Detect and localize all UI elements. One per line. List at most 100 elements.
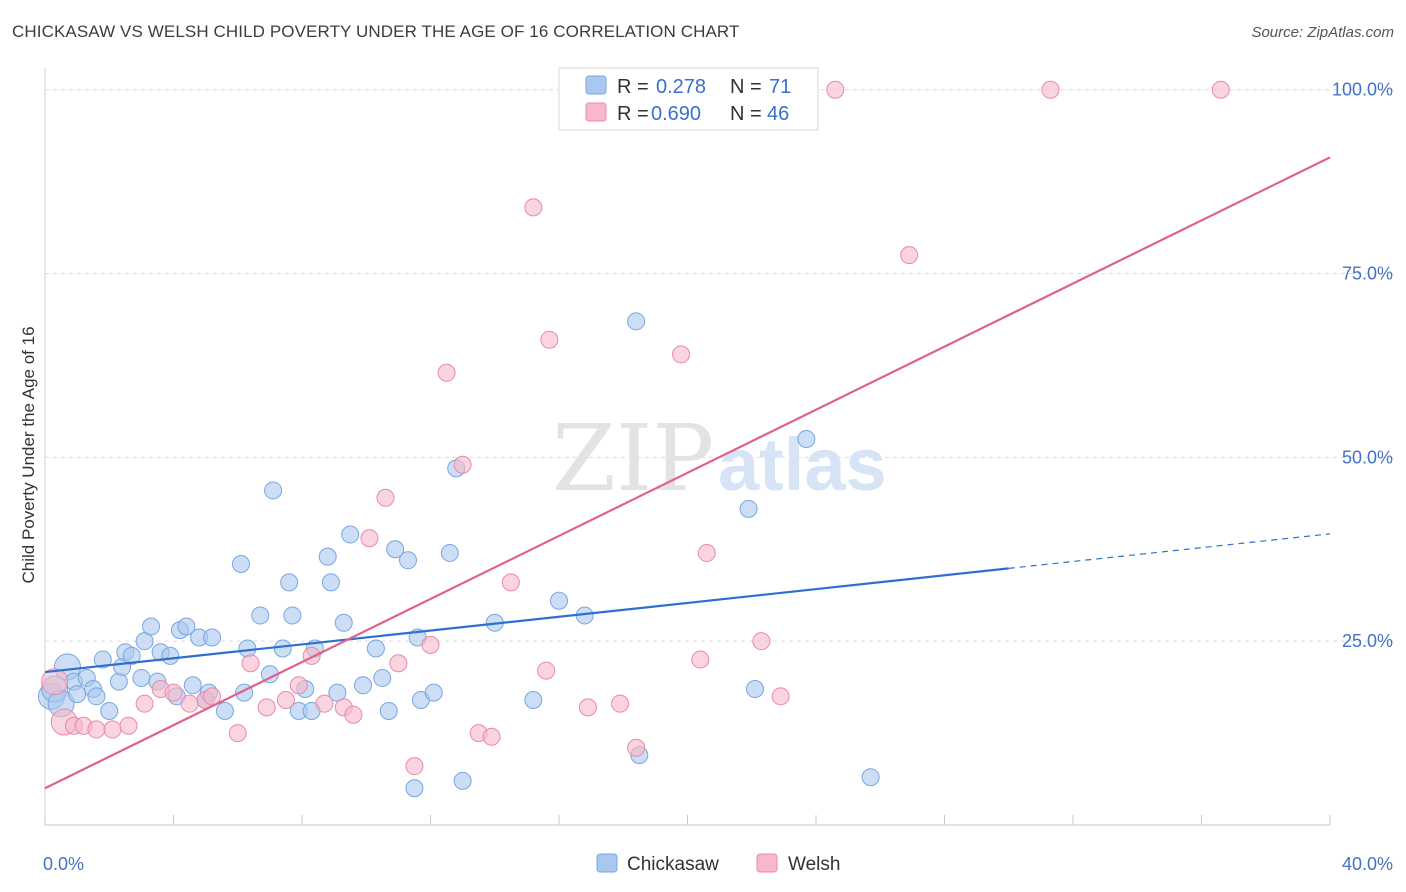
chickasaw-point-24 xyxy=(183,676,202,695)
chickasaw-point-51 xyxy=(379,702,398,721)
welsh-point-42 xyxy=(771,687,790,706)
chickasaw-point-20 xyxy=(161,646,180,665)
chickasaw-point-67 xyxy=(745,679,764,698)
welsh-point-22 xyxy=(360,529,379,548)
chickasaw-point-29 xyxy=(215,702,234,721)
welsh-point-27 xyxy=(437,363,456,382)
legend-swatch-chickasaw xyxy=(585,75,607,95)
chickasaw-point-11 xyxy=(109,672,128,691)
welsh-point-34 xyxy=(540,330,559,349)
welsh-point-24 xyxy=(389,654,408,673)
welsh-point-19 xyxy=(315,694,334,713)
welsh-point-18 xyxy=(302,646,321,665)
legend-n-value-chickasaw: 71 xyxy=(769,76,791,98)
welsh-point-7 xyxy=(135,694,154,713)
welsh-point-23 xyxy=(376,488,395,507)
trend-lines xyxy=(44,156,1331,790)
y-axis-label: Child Poverty Under the Age of 16 xyxy=(19,326,38,583)
welsh-point-28 xyxy=(453,455,472,474)
welsh-point-9 xyxy=(164,683,183,702)
chickasaw-point-17 xyxy=(142,617,161,636)
chickasaw-point-64 xyxy=(627,312,646,331)
welsh-point-0 xyxy=(41,668,69,696)
bottom-legend-swatch-chickasaw xyxy=(596,853,618,873)
welsh-point-12 xyxy=(203,687,222,706)
chickasaw-point-30 xyxy=(231,554,250,573)
chickasaw-point-61 xyxy=(524,691,543,709)
chickasaw-point-68 xyxy=(797,429,816,448)
y-tick-label-1: 50.0% xyxy=(1342,447,1393,467)
chickasaw-point-46 xyxy=(334,613,353,632)
welsh-point-46 xyxy=(1211,80,1230,99)
welsh-point-17 xyxy=(289,676,308,695)
legend-n-label-chickasaw: N = xyxy=(730,76,762,98)
chickasaw-point-47 xyxy=(341,525,360,544)
welsh-point-36 xyxy=(611,694,630,713)
y-tick-labels: 25.0% 50.0% 75.0% 100.0% xyxy=(1332,80,1393,651)
chickasaw-trend-extension xyxy=(1008,533,1331,569)
bottom-legend: Chickasaw Welsh xyxy=(596,853,840,875)
chickasaw-point-53 xyxy=(399,551,418,570)
chickasaw-point-62 xyxy=(550,591,568,610)
welsh-point-14 xyxy=(241,654,260,673)
chickasaw-point-15 xyxy=(132,668,151,687)
chickasaw-point-9 xyxy=(93,650,112,669)
y-tick-label-2: 75.0% xyxy=(1342,264,1393,284)
chickasaw-point-37 xyxy=(280,573,299,592)
welsh-point-39 xyxy=(691,650,710,669)
welsh-point-15 xyxy=(257,698,276,717)
chart-title: CHICKASAW VS WELSH CHILD POVERTY UNDER T… xyxy=(12,22,740,41)
welsh-trend-line xyxy=(44,156,1331,790)
x-tick-label-1: 40.0% xyxy=(1342,854,1393,874)
welsh-point-30 xyxy=(482,727,501,746)
welsh-point-26 xyxy=(421,635,440,654)
y-tick-label-3: 100.0% xyxy=(1332,80,1393,100)
legend: R = 0.278 N = 71 R = 0.690 N = 46 xyxy=(558,67,819,131)
chickasaw-point-69 xyxy=(861,768,880,787)
x-tick-labels: 0.0% 40.0% xyxy=(43,854,1393,874)
chickasaw-point-32 xyxy=(238,639,257,658)
bottom-legend-label-chickasaw: Chickasaw xyxy=(627,854,719,875)
chickasaw-point-66 xyxy=(739,499,758,518)
legend-n-label-welsh: N = xyxy=(730,103,762,125)
chickasaw-point-48 xyxy=(354,676,373,695)
chickasaw-point-28 xyxy=(203,628,222,647)
chickasaw-point-8 xyxy=(87,687,106,706)
welsh-point-4 xyxy=(87,720,106,739)
welsh-point-37 xyxy=(627,738,646,757)
chickasaw-point-38 xyxy=(283,606,302,625)
welsh-point-13 xyxy=(228,724,247,743)
chickasaw-point-35 xyxy=(264,481,283,500)
chickasaw-point-23 xyxy=(177,617,196,636)
legend-n-value-welsh: 46 xyxy=(767,103,789,125)
chickasaw-point-5 xyxy=(68,685,87,704)
welsh-point-45 xyxy=(1041,80,1060,99)
bottom-legend-label-welsh: Welsh xyxy=(788,854,840,875)
welsh-point-21 xyxy=(344,705,363,724)
chickasaw-point-49 xyxy=(366,639,385,658)
welsh-point-35 xyxy=(578,698,597,717)
chickasaw-point-36 xyxy=(273,639,292,658)
welsh-point-16 xyxy=(276,691,295,709)
welsh-point-25 xyxy=(405,757,424,776)
chickasaw-point-57 xyxy=(440,543,459,562)
welsh-point-40 xyxy=(697,543,716,562)
watermark-zip: ZIP xyxy=(552,405,714,512)
chickasaw-point-70 xyxy=(405,779,424,798)
welsh-point-32 xyxy=(524,198,543,217)
watermark: ZIP atlas xyxy=(552,405,887,512)
legend-r-value-welsh: 0.690 xyxy=(651,103,701,125)
welsh-point-33 xyxy=(537,661,556,680)
chickasaw-point-52 xyxy=(386,540,405,559)
y-tick-label-0: 25.0% xyxy=(1342,631,1393,651)
legend-r-value-chickasaw: 0.278 xyxy=(656,76,706,98)
legend-r-label-welsh: R = xyxy=(617,103,649,125)
welsh-point-31 xyxy=(501,573,520,592)
chart-source: Source: ZipAtlas.com xyxy=(1251,24,1394,41)
chickasaw-point-50 xyxy=(373,668,392,687)
chickasaw-point-14 xyxy=(122,646,141,665)
legend-swatch-welsh xyxy=(585,102,607,122)
bottom-legend-swatch-welsh xyxy=(756,853,778,873)
x-tick-label-0: 0.0% xyxy=(43,854,84,874)
